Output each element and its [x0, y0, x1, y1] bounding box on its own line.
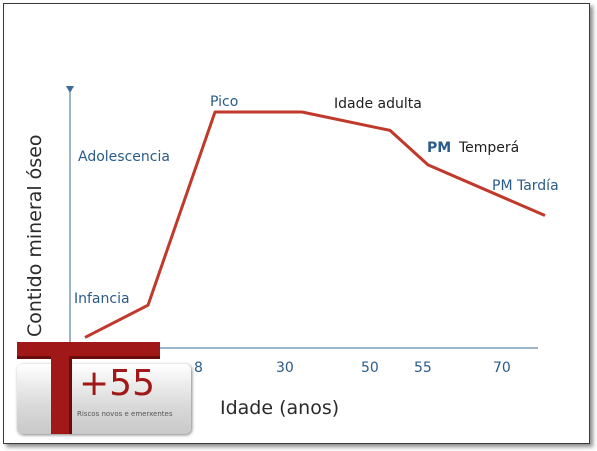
logo-t-stem — [51, 356, 72, 434]
annotation-pm-tardia: PM Tardía — [492, 178, 559, 194]
annotation-pm-tempera: Temperá — [458, 140, 519, 156]
y-axis-arrow — [66, 86, 74, 93]
logo-t-bar — [17, 342, 160, 359]
annotation-infancia: Infancia — [74, 291, 130, 307]
logo-subtitle: Riscos novos e emerxentes — [77, 410, 173, 418]
series-line — [84, 110, 546, 339]
logo: +55 Riscos novos e emerxentes — [17, 342, 193, 434]
x-axis-title: Idade (anos) — [220, 397, 339, 419]
annotation-pm-bold: PM — [427, 140, 451, 156]
x-tick-label: 70 — [493, 360, 511, 376]
x-tick-label: 55 — [414, 360, 432, 376]
x-tick-label: 8 — [194, 360, 203, 376]
x-tick-label: 30 — [276, 360, 294, 376]
logo-number: +55 — [79, 363, 155, 404]
annotation-adolescencia: Adolescencia — [78, 149, 170, 165]
x-tick-label: 50 — [361, 360, 379, 376]
annotation-pico: Pico — [210, 94, 238, 110]
logo-background — [17, 364, 191, 434]
annotation-idade-adulta: Idade adulta — [334, 96, 422, 112]
y-axis-title: Contido mineral óseo — [24, 134, 46, 337]
